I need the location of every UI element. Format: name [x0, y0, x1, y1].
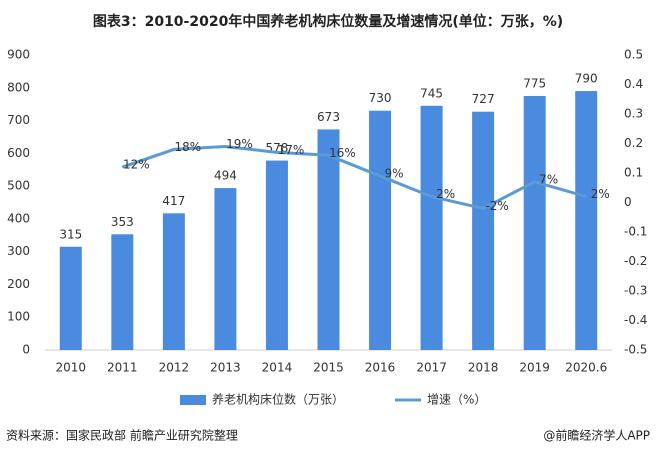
line-label: 19% [226, 137, 253, 151]
line-label: 9% [385, 166, 404, 180]
bar-label: 315 [59, 227, 82, 241]
bar-label: 730 [369, 91, 392, 105]
bar-label: 727 [472, 92, 495, 106]
bar-label: 353 [111, 215, 134, 229]
bar [317, 129, 340, 350]
y2-tick-label: 0.3 [624, 107, 643, 121]
chart-title: 图表3：2010-2020年中国养老机构床位数量及增速情况(单位：万张，%) [93, 13, 563, 30]
bar [369, 110, 392, 350]
y-tick-label: 700 [7, 113, 30, 127]
x-tick-label: 2014 [262, 361, 293, 375]
x-tick-label: 2017 [416, 361, 447, 375]
bar [420, 105, 443, 350]
y2-tick-label: -0.4 [624, 313, 647, 327]
line-label: 2% [436, 187, 455, 201]
y2-tick-label: -0.2 [624, 254, 647, 268]
x-tick-label: 2011 [107, 361, 138, 375]
x-tick-label: 2010 [55, 361, 86, 375]
line-label: 16% [329, 146, 356, 160]
x-tick-label: 2015 [313, 361, 344, 375]
y-tick-label: 900 [7, 48, 30, 62]
bar [472, 111, 495, 350]
line-label: 7% [539, 172, 558, 186]
bar-label: 775 [523, 76, 546, 90]
y-tick-label: 600 [7, 146, 30, 160]
line-label: 18% [175, 140, 202, 154]
y-tick-label: 300 [7, 244, 30, 258]
y2-tick-label: 0 [624, 195, 632, 209]
bar [214, 188, 237, 350]
line-label: 12% [123, 158, 150, 172]
y-tick-label: 0 [22, 343, 30, 357]
credit: @前瞻经济学人APP [543, 428, 650, 443]
bar [265, 160, 288, 350]
y-tick-label: 200 [7, 277, 30, 291]
bar [575, 91, 598, 351]
x-tick-label: 2020.6 [565, 361, 607, 375]
y-tick-label: 400 [7, 211, 30, 225]
line-label: 17% [278, 143, 305, 157]
bar-label: 417 [162, 194, 185, 208]
y-tick-label: 100 [7, 310, 30, 324]
y2-tick-label: 0.2 [624, 136, 643, 150]
y-tick-label: 500 [7, 179, 30, 193]
y2-tick-label: 0.5 [624, 48, 643, 62]
y2-tick-label: -0.5 [624, 343, 647, 357]
line-label: 2% [591, 187, 610, 201]
bar-label: 494 [214, 169, 237, 183]
legend-label: 养老机构床位数（万张） [212, 392, 344, 407]
bar [523, 95, 546, 350]
legend-swatch [180, 395, 206, 405]
bar [162, 213, 185, 350]
x-tick-label: 2012 [159, 361, 190, 375]
y2-tick-label: -0.3 [624, 284, 647, 298]
bar [111, 234, 134, 350]
x-tick-label: 2016 [365, 361, 396, 375]
bar-label: 673 [317, 110, 340, 124]
y2-tick-label: 0.4 [624, 77, 643, 91]
line-label: -2% [485, 199, 508, 213]
x-tick-label: 2019 [519, 361, 550, 375]
y2-tick-label: -0.1 [624, 225, 647, 239]
y-tick-label: 800 [7, 80, 30, 94]
bar-label: 790 [575, 72, 598, 86]
source: 资料来源：国家民政部 前瞻产业研究院整理 [6, 428, 238, 443]
y2-tick-label: 0.1 [624, 166, 643, 180]
x-tick-label: 2018 [468, 361, 499, 375]
legend-label: 增速（%） [427, 393, 486, 407]
bar-label: 745 [420, 86, 443, 100]
x-tick-label: 2013 [210, 361, 241, 375]
bar [59, 246, 82, 350]
line [121, 144, 587, 210]
